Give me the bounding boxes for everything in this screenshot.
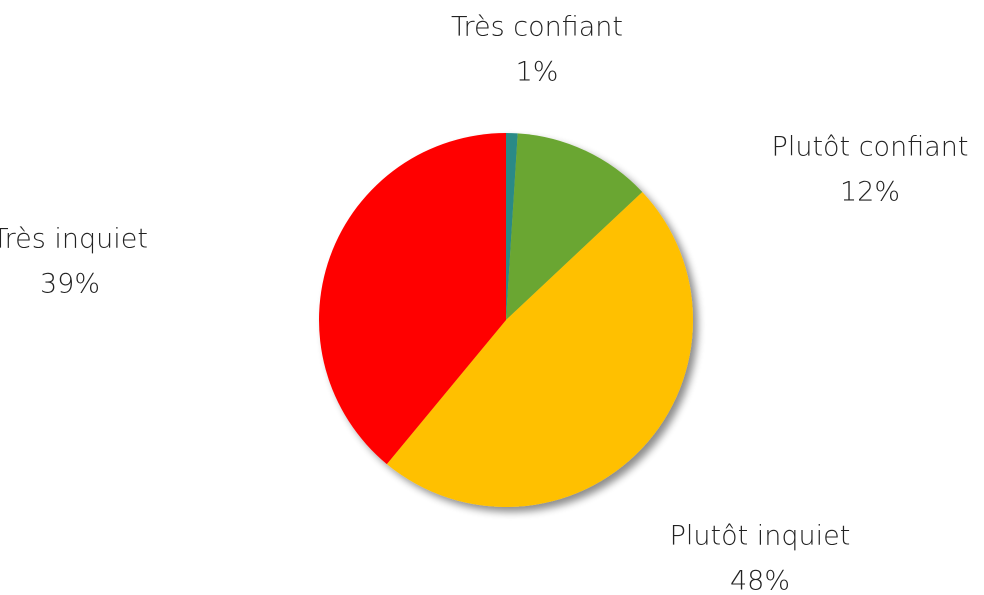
pie-slice: [319, 133, 506, 465]
slice-label: Plutôt confiant: [772, 132, 969, 163]
pie-slice: [506, 133, 518, 320]
pie-slice: [506, 133, 643, 320]
slice-label: Plutôt inquiet: [670, 521, 851, 552]
slice-value-label: 39%: [40, 269, 100, 300]
pie-slice: [386, 191, 693, 507]
slice-label: Très inquiet: [0, 224, 148, 255]
slice-label: Très confiant: [451, 12, 623, 43]
slice-value-label: 1%: [516, 57, 559, 88]
slice-value-label: 12%: [840, 177, 900, 208]
pie: [319, 133, 693, 507]
slice-value-label: 48%: [730, 566, 790, 595]
